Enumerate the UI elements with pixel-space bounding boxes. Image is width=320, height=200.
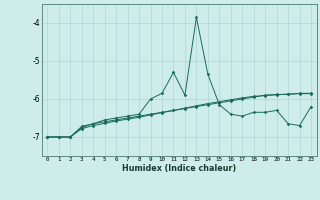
X-axis label: Humidex (Indice chaleur): Humidex (Indice chaleur) xyxy=(122,164,236,173)
